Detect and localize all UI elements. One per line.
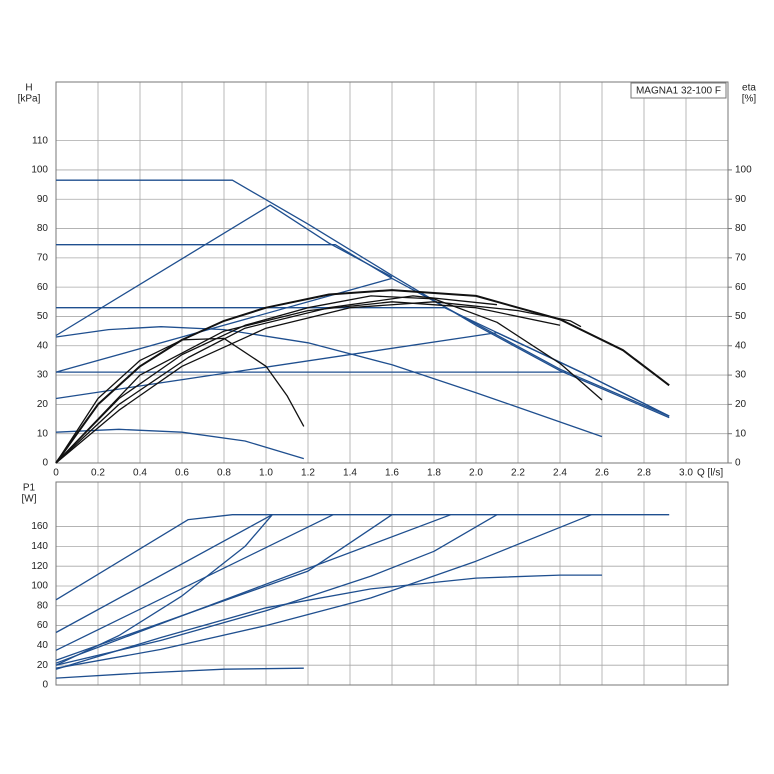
x-tick-label: 0 [53, 468, 59, 479]
y-tick-label: 140 [31, 541, 48, 552]
curve [56, 307, 670, 417]
y2-axis-unit: [%] [742, 94, 757, 105]
curve [55, 667, 304, 679]
y2-tick-label: 10 [735, 428, 747, 439]
plot-frame [55, 81, 729, 464]
y-axis-unit: [W] [22, 494, 37, 505]
y2-tick-label: 60 [735, 282, 747, 293]
curve [55, 337, 305, 464]
x-tick-label: 1.6 [385, 468, 399, 479]
x-tick-label: 1.0 [259, 468, 273, 479]
y-tick-label: 90 [37, 194, 49, 205]
y-tick-label: 80 [37, 600, 49, 611]
y2-tick-label: 20 [735, 399, 747, 410]
x-axis-label: Q [l/s] [697, 468, 723, 479]
curve [55, 514, 393, 661]
curve [56, 179, 670, 419]
curve [55, 514, 273, 634]
x-tick-label: 2.6 [595, 468, 609, 479]
y2-tick-label: 80 [735, 223, 747, 234]
y2-tick-label: 70 [735, 252, 747, 263]
y-tick-label: 80 [37, 223, 49, 234]
y2-tick-label: 90 [735, 194, 747, 205]
y2-tick-label: 0 [735, 458, 741, 469]
y-tick-label: 100 [31, 165, 48, 176]
curve [55, 514, 498, 666]
y-tick-label: 70 [37, 252, 49, 263]
y-tick-label: 60 [37, 620, 49, 631]
x-tick-label: 0.6 [175, 468, 189, 479]
x-tick-label: 1.4 [343, 468, 357, 479]
curve [55, 514, 452, 664]
y-tick-label: 10 [37, 428, 49, 439]
x-tick-label: 2.8 [637, 468, 651, 479]
curve [55, 326, 603, 438]
y2-tick-label: 50 [735, 311, 747, 322]
y2-axis-label: eta [742, 83, 756, 94]
y-tick-label: 30 [37, 370, 49, 381]
curve [55, 295, 498, 464]
curve [55, 301, 582, 464]
x-tick-label: 3.0 [679, 468, 693, 479]
y-tick-label: 50 [37, 311, 49, 322]
y-tick-label: 20 [37, 399, 49, 410]
y-tick-label: 40 [37, 340, 49, 351]
y2-tick-label: 40 [735, 340, 747, 351]
y-tick-label: 60 [37, 282, 49, 293]
curve [55, 514, 334, 651]
y-tick-label: 0 [42, 458, 48, 469]
y-tick-label: 160 [31, 521, 48, 532]
x-tick-label: 0.8 [217, 468, 231, 479]
y-tick-label: 20 [37, 660, 49, 671]
x-tick-label: 1.8 [427, 468, 441, 479]
x-tick-label: 2.0 [469, 468, 483, 479]
curve [55, 514, 592, 669]
annotation: MAGNA1 32-100 F [636, 86, 721, 97]
y-axis-label: P1 [23, 483, 36, 494]
curve [56, 244, 670, 417]
curve [55, 289, 670, 464]
x-tick-label: 2.2 [511, 468, 525, 479]
x-tick-label: 2.4 [553, 468, 567, 479]
curve [55, 295, 603, 464]
curve [55, 514, 273, 666]
curve [55, 428, 304, 460]
y-axis-label: H [25, 83, 32, 94]
y-tick-label: 120 [31, 561, 48, 572]
x-tick-label: 0.4 [133, 468, 147, 479]
curve [55, 301, 561, 464]
y-tick-label: 110 [32, 135, 48, 146]
x-tick-label: 1.2 [301, 468, 315, 479]
y-tick-label: 100 [31, 581, 48, 592]
y2-tick-label: 100 [735, 165, 752, 176]
curve [55, 574, 602, 670]
y-tick-label: 0 [42, 680, 48, 691]
y-tick-label: 40 [37, 640, 49, 651]
y2-tick-label: 30 [735, 370, 747, 381]
y-axis-unit: [kPa] [18, 94, 41, 105]
annotation-box [630, 82, 727, 99]
x-tick-label: 0.2 [91, 468, 105, 479]
plot-frame [55, 481, 729, 686]
